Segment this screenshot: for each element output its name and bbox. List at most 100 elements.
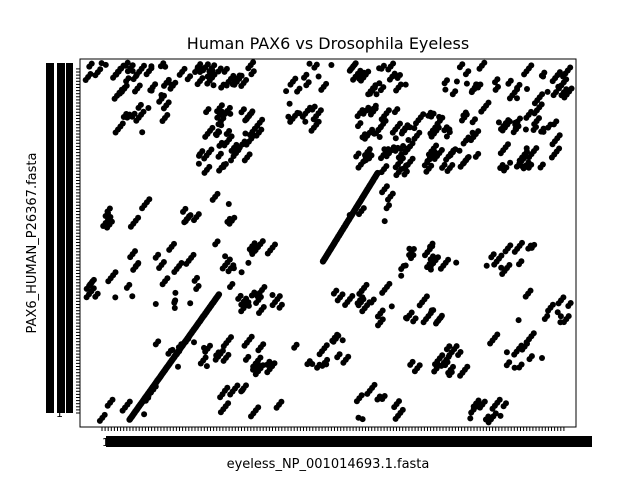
match-point [129, 62, 136, 69]
match-point [388, 303, 395, 310]
match-point [225, 351, 232, 358]
match-point [112, 294, 119, 301]
y-axis-ticks: 1 [46, 63, 80, 420]
match-point [346, 212, 353, 218]
match-point [311, 103, 318, 110]
match-point [235, 147, 242, 154]
match-point [303, 71, 310, 78]
match-point [560, 294, 567, 301]
match-point [260, 362, 266, 369]
match-point [187, 73, 194, 80]
match-point [506, 359, 513, 366]
match-point [260, 304, 267, 310]
match-point [494, 331, 501, 338]
match-point [240, 106, 247, 113]
match-point [243, 295, 250, 302]
match-point [365, 154, 372, 161]
match-point [272, 241, 278, 248]
match-point [148, 87, 155, 94]
match-point [536, 115, 542, 122]
match-point [228, 334, 234, 341]
match-point [259, 238, 266, 245]
match-point [376, 65, 383, 72]
match-point [549, 301, 556, 308]
match-point [266, 358, 273, 365]
match-point [514, 95, 520, 102]
match-point [376, 134, 383, 140]
match-point [556, 132, 563, 139]
match-point [371, 84, 378, 91]
match-point [438, 147, 445, 153]
match-point [181, 65, 188, 72]
match-point [251, 240, 258, 247]
match-point [228, 133, 235, 140]
match-point [402, 81, 409, 88]
y-axis-label: PAX6_HUMAN_P26367.fasta [25, 153, 40, 334]
match-point [223, 65, 230, 72]
match-point [190, 251, 197, 258]
match-point [226, 256, 233, 263]
match-point [191, 339, 197, 346]
match-point [503, 349, 510, 356]
match-point [360, 69, 367, 76]
match-point [175, 363, 181, 370]
match-point [208, 146, 215, 153]
match-point [210, 82, 217, 89]
match-point [293, 341, 300, 348]
match-point [222, 161, 229, 167]
match-point [567, 64, 574, 71]
match-point [519, 239, 525, 246]
match-point [465, 154, 472, 160]
match-point [223, 82, 230, 89]
match-point [465, 68, 472, 75]
chart-title: Human PAX6 vs Drosophila Eyeless [187, 34, 469, 53]
match-point [241, 138, 248, 145]
match-point [224, 384, 231, 391]
match-point [246, 151, 253, 158]
match-point [139, 129, 146, 136]
match-point [404, 122, 411, 129]
match-point [530, 330, 537, 337]
match-point [178, 341, 185, 348]
match-point [539, 355, 545, 361]
match-point [372, 102, 379, 109]
match-point [137, 101, 144, 108]
match-point [416, 362, 423, 369]
match-point [89, 278, 96, 285]
match-point [209, 124, 216, 131]
match-point [403, 168, 410, 175]
match-point [497, 412, 504, 419]
match-point [515, 123, 522, 130]
match-point [527, 287, 534, 294]
match-point [445, 256, 452, 263]
match-point [441, 161, 448, 168]
match-point [402, 262, 409, 269]
match-point [471, 86, 478, 93]
match-point [257, 354, 264, 361]
match-point [141, 62, 147, 69]
match-point [251, 245, 258, 252]
match-point [518, 258, 525, 265]
match-point [102, 61, 109, 68]
match-point [218, 122, 225, 129]
match-point [205, 106, 212, 113]
match-point [381, 393, 388, 399]
match-point [206, 163, 213, 170]
match-point [158, 92, 165, 98]
match-point [120, 62, 127, 69]
match-point [495, 83, 501, 90]
match-point [499, 162, 506, 168]
match-point [182, 205, 189, 212]
match-point [278, 301, 285, 308]
match-point [446, 343, 453, 350]
match-point [398, 272, 405, 279]
match-point [492, 410, 499, 417]
match-point [380, 84, 387, 91]
match-point [171, 299, 178, 306]
match-point [238, 269, 245, 276]
match-point [345, 353, 352, 360]
match-point [359, 294, 366, 301]
match-point [366, 146, 373, 153]
match-point [540, 73, 547, 80]
match-point [195, 160, 202, 167]
